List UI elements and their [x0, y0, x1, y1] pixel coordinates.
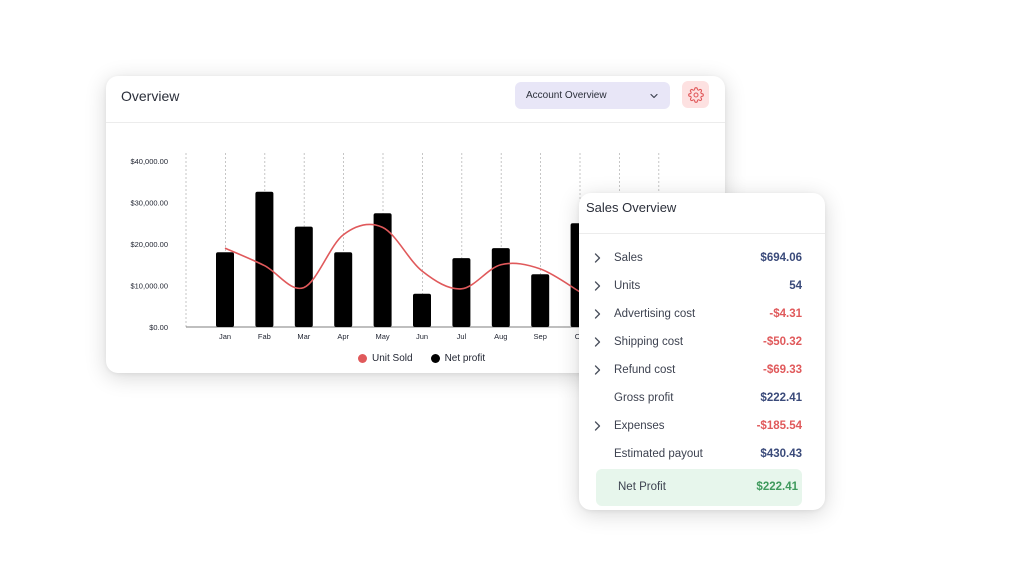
x-tick-label: Jul [457, 332, 467, 341]
sales-row-label: Advertising cost [614, 308, 696, 320]
sales-row-value: 54 [789, 280, 802, 292]
chevron-right-icon [594, 253, 601, 263]
sales-row-value: $694.06 [760, 252, 802, 264]
sales-overview-header: Sales Overview [579, 193, 825, 234]
bar-net-profit [294, 226, 313, 327]
sales-row-label: Gross profit [614, 392, 674, 404]
sales-row-estimated-payout: Estimated payout $430.43 [579, 444, 825, 466]
x-tick-label: Sep [534, 332, 547, 341]
sales-row-value: $222.41 [760, 392, 802, 404]
bar-net-profit [216, 252, 234, 327]
bar-net-profit [255, 191, 274, 327]
bar-net-profit [491, 248, 510, 327]
sales-row-value: -$69.33 [762, 364, 802, 376]
account-overview-select-value: Account Overview [526, 90, 607, 101]
line-unit-sold [224, 223, 581, 293]
sales-row-value: -$185.54 [756, 420, 802, 432]
legend-label-unit-sold: Unit Sold [372, 353, 413, 364]
sales-row-label: Estimated payout [614, 448, 703, 460]
chevron-down-icon [650, 93, 658, 98]
x-tick-label: Apr [337, 332, 349, 341]
chevron-right-icon [594, 309, 601, 319]
sales-row-value: -$50.32 [762, 336, 802, 348]
sales-row-refund-cost[interactable]: Refund cost -$69.33 [579, 360, 825, 382]
sales-row-expenses[interactable]: Expenses -$185.54 [579, 416, 825, 438]
sales-row-value: -$4.31 [769, 308, 802, 320]
legend-dot-net-profit [430, 354, 440, 363]
y-tick-label: $40,000.00 [130, 157, 168, 166]
sales-row-label: Units [614, 280, 641, 292]
y-tick-label: $30,000.00 [130, 199, 168, 208]
y-tick-label: $10,000.00 [130, 282, 168, 291]
sales-row-advertising-cost[interactable]: Advertising cost -$4.31 [579, 304, 825, 326]
bar-net-profit [413, 293, 431, 327]
x-tick-label: Jan [219, 332, 231, 341]
sales-row-units[interactable]: Units 54 [579, 276, 825, 298]
sales-overview-title: Sales Overview [586, 200, 677, 215]
bar-net-profit [334, 252, 353, 327]
chevron-right-icon [594, 281, 601, 291]
bar-net-profit [531, 274, 550, 327]
legend-item-net-profit: Net profit [430, 353, 486, 364]
sales-row-gross-profit: Gross profit $222.41 [579, 388, 825, 410]
x-tick-label: Mar [297, 332, 310, 341]
chevron-right-icon [594, 365, 601, 375]
x-tick-label: Jun [416, 332, 428, 341]
net-profit-label: Net Profit [618, 481, 666, 493]
bar-net-profit [452, 258, 471, 327]
account-overview-select[interactable]: Account Overview [515, 82, 670, 109]
overview-chart: $0.00 $10,000.00 $20,000.00 $30,000.00 $40,0… [130, 153, 666, 341]
legend-dot-unit-sold [358, 354, 367, 363]
overview-header: Overview Account Overview [106, 76, 725, 123]
sales-row-label: Expenses [614, 420, 665, 432]
bar-net-profit [373, 213, 392, 327]
sales-row-shipping-cost[interactable]: Shipping cost -$50.32 [579, 332, 825, 354]
gear-icon [687, 86, 704, 103]
y-tick-label: $20,000.00 [130, 240, 168, 249]
net-profit-value: $222.41 [756, 481, 798, 493]
overview-title: Overview [121, 88, 180, 104]
sales-row-label: Refund cost [614, 364, 676, 376]
net-profit-row: Net Profit $222.41 [596, 469, 802, 506]
x-tick-label: Fab [258, 332, 271, 341]
chart-legend: Unit Sold Net profit [358, 353, 485, 364]
legend-item-unit-sold: Unit Sold [358, 353, 413, 364]
sales-overview-card: Sales Overview Sales $694.06 Units 54 Advert… [579, 193, 825, 510]
y-tick-label: $0.00 [149, 323, 168, 332]
sales-row-sales[interactable]: Sales $694.06 [579, 248, 825, 270]
chevron-right-icon [594, 421, 601, 431]
x-tick-label: Aug [494, 332, 507, 341]
sales-row-label: Shipping cost [614, 336, 684, 348]
legend-label-net-profit: Net profit [444, 353, 486, 364]
sales-row-label: Sales [614, 252, 643, 264]
settings-button[interactable] [682, 81, 709, 108]
x-tick-label: May [376, 332, 390, 341]
chevron-right-icon [594, 337, 601, 347]
sales-row-value: $430.43 [760, 448, 802, 460]
